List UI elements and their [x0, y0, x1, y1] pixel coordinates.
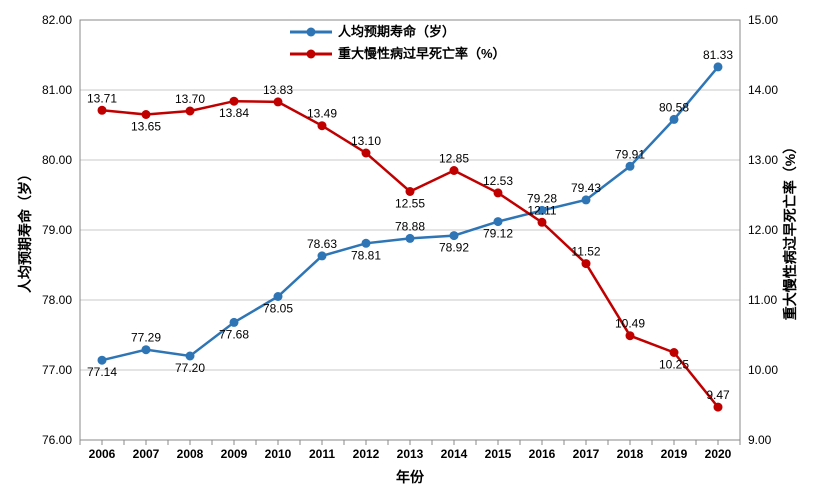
series-marker — [98, 356, 107, 365]
series-marker — [318, 251, 327, 260]
svg-text:82.00: 82.00 — [42, 13, 72, 27]
series-marker — [450, 166, 459, 175]
svg-text:2017: 2017 — [573, 447, 600, 461]
svg-text:2018: 2018 — [617, 447, 644, 461]
series-marker — [406, 234, 415, 243]
data-label: 12.53 — [483, 174, 513, 188]
svg-text:79.00: 79.00 — [42, 223, 72, 237]
data-label: 77.29 — [131, 331, 161, 345]
svg-text:78.00: 78.00 — [42, 293, 72, 307]
data-label: 13.71 — [87, 91, 117, 105]
svg-text:2009: 2009 — [221, 447, 248, 461]
series-marker — [186, 107, 195, 116]
series-marker — [582, 195, 591, 204]
data-label: 80.58 — [659, 100, 689, 114]
data-label: 78.81 — [351, 248, 381, 262]
svg-text:2020: 2020 — [705, 447, 732, 461]
data-label: 10.49 — [615, 317, 645, 331]
data-label: 78.05 — [263, 302, 293, 316]
data-label: 78.92 — [439, 241, 469, 255]
svg-text:13.00: 13.00 — [748, 153, 778, 167]
series-marker — [670, 348, 679, 357]
series-marker — [230, 318, 239, 327]
data-label: 79.43 — [571, 181, 601, 195]
svg-text:11.00: 11.00 — [748, 293, 777, 307]
svg-text:80.00: 80.00 — [42, 153, 72, 167]
data-label: 78.63 — [307, 237, 337, 251]
data-label: 9.47 — [706, 388, 730, 402]
series-marker — [626, 162, 635, 171]
series-marker — [670, 115, 679, 124]
series-marker — [98, 106, 107, 115]
data-label: 12.11 — [527, 203, 556, 217]
svg-text:2019: 2019 — [661, 447, 688, 461]
series-marker — [318, 121, 327, 130]
svg-text:2014: 2014 — [441, 447, 468, 461]
data-label: 13.83 — [263, 83, 293, 97]
data-label: 13.70 — [175, 92, 205, 106]
data-label: 79.91 — [615, 147, 645, 161]
data-label: 78.88 — [395, 219, 425, 233]
data-label: 12.85 — [439, 152, 469, 166]
data-label: 10.25 — [659, 358, 689, 372]
svg-text:10.00: 10.00 — [748, 363, 778, 377]
series-marker — [450, 231, 459, 240]
data-label: 11.52 — [571, 245, 600, 259]
series-marker — [714, 62, 723, 71]
svg-text:81.00: 81.00 — [42, 83, 72, 97]
svg-text:2013: 2013 — [397, 447, 424, 461]
svg-text:2011: 2011 — [309, 447, 335, 461]
svg-text:15.00: 15.00 — [748, 13, 778, 27]
data-label: 13.65 — [131, 120, 161, 134]
series-marker — [186, 352, 195, 361]
svg-text:人均预期寿命（岁）: 人均预期寿命（岁） — [17, 167, 33, 293]
data-label: 77.14 — [87, 365, 117, 379]
data-label: 77.20 — [175, 361, 205, 375]
series-marker — [362, 149, 371, 158]
legend-label: 重大慢性病过早死亡率（%） — [338, 46, 506, 61]
svg-text:2006: 2006 — [89, 447, 116, 461]
svg-text:2010: 2010 — [265, 447, 292, 461]
svg-text:12.00: 12.00 — [748, 223, 778, 237]
svg-text:2016: 2016 — [529, 447, 556, 461]
svg-text:2008: 2008 — [177, 447, 204, 461]
series-marker — [362, 239, 371, 248]
series-marker — [538, 218, 547, 227]
data-label: 77.68 — [219, 327, 249, 341]
data-label: 12.55 — [395, 197, 425, 211]
series-marker — [714, 403, 723, 412]
svg-text:年份: 年份 — [396, 469, 425, 485]
series-marker — [582, 259, 591, 268]
data-label: 79.12 — [483, 227, 513, 241]
svg-text:14.00: 14.00 — [748, 83, 778, 97]
svg-text:重大慢性病过早死亡率（%）: 重大慢性病过早死亡率（%） — [782, 140, 798, 320]
series-marker — [494, 217, 503, 226]
series-marker — [406, 187, 415, 196]
svg-text:76.00: 76.00 — [42, 433, 72, 447]
data-label: 81.33 — [703, 48, 733, 62]
data-label: 13.49 — [307, 107, 337, 121]
series-marker — [274, 97, 283, 106]
data-label: 13.10 — [351, 134, 381, 148]
series-marker — [142, 110, 151, 119]
svg-text:2007: 2007 — [133, 447, 160, 461]
dual-axis-line-chart: 76.00 77.00 78.00 79.00 80.00 81.00 82.00 9.00 1… — [0, 0, 814, 500]
legend-label: 人均预期寿命（岁） — [338, 24, 455, 39]
series-marker — [274, 292, 283, 301]
series-marker — [230, 97, 239, 106]
series-marker — [494, 188, 503, 197]
svg-text:77.00: 77.00 — [42, 363, 72, 377]
series-marker — [626, 331, 635, 340]
data-label: 13.84 — [219, 106, 249, 120]
svg-text:9.00: 9.00 — [748, 433, 772, 447]
series-marker — [142, 345, 151, 354]
legend-marker — [307, 28, 316, 37]
svg-text:2015: 2015 — [485, 447, 512, 461]
svg-text:2012: 2012 — [353, 447, 380, 461]
legend-marker — [307, 50, 316, 59]
